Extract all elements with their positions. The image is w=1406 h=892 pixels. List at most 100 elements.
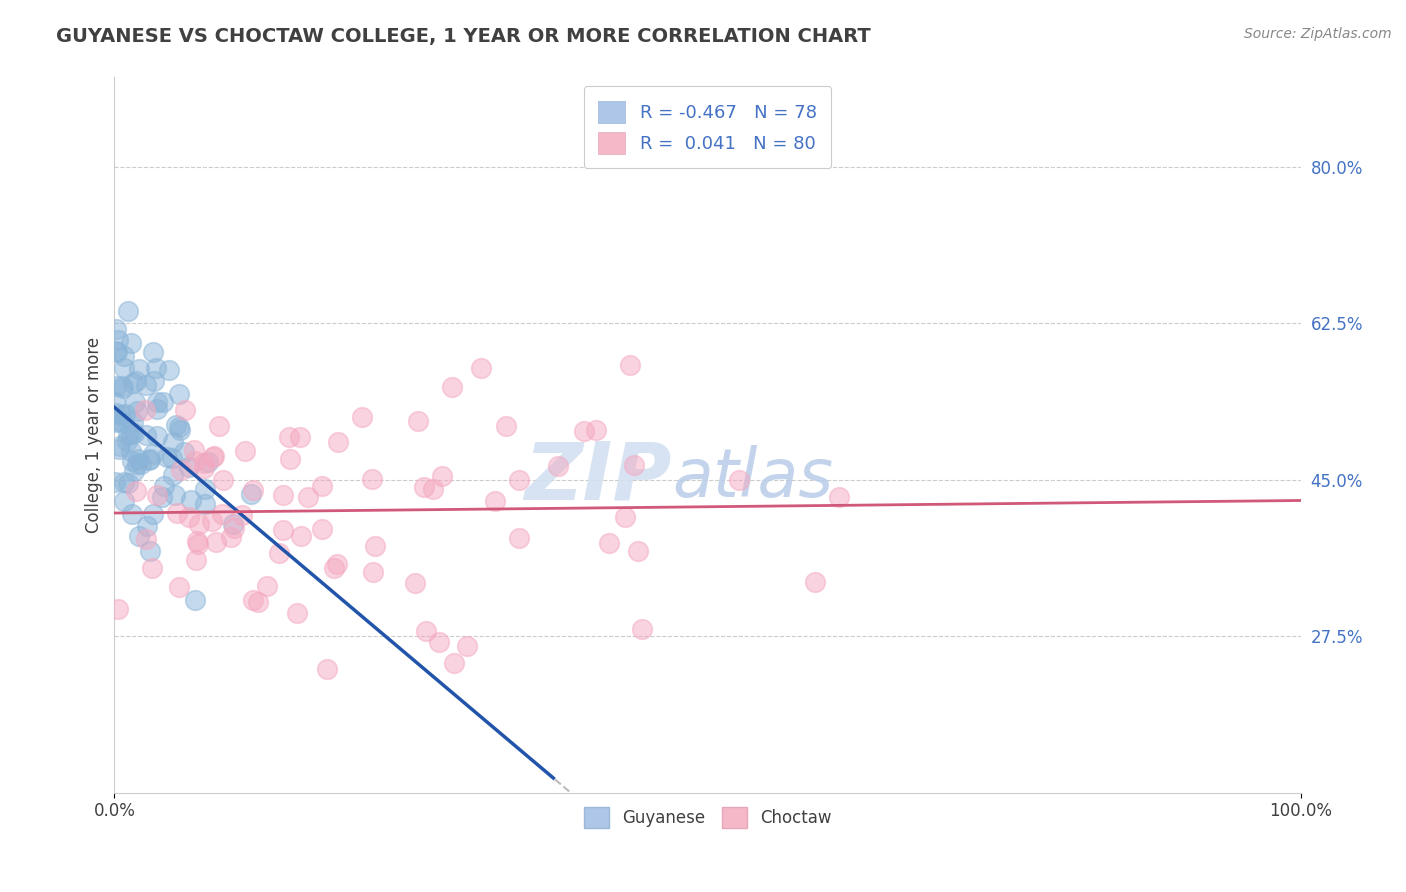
Point (165, 417, 187, 432)
Point (614, 509, 637, 524)
Point (271, 488, 294, 502)
Point (122, 376, 145, 390)
Point (124, 483, 146, 498)
Text: GUYANESE VS CHOCTAW COLLEGE, 1 YEAR OR MORE CORRELATION CHART: GUYANESE VS CHOCTAW COLLEGE, 1 YEAR OR M… (56, 27, 870, 45)
Point (124, 374, 146, 388)
Point (104, 415, 127, 429)
Point (193, 461, 215, 475)
Point (145, 402, 167, 417)
Point (163, 488, 186, 502)
Point (173, 445, 195, 459)
Point (441, 380, 464, 394)
Point (278, 430, 301, 444)
Point (508, 531, 530, 545)
Point (187, 537, 209, 551)
Point (167, 386, 190, 401)
Point (104, 413, 127, 427)
Point (107, 345, 129, 359)
Point (156, 450, 179, 464)
Point (290, 430, 312, 444)
Point (179, 459, 201, 474)
Point (186, 534, 208, 549)
Point (115, 434, 138, 449)
Point (194, 482, 217, 496)
Point (134, 403, 156, 417)
Point (443, 657, 465, 671)
Point (361, 565, 384, 579)
Legend: Guyanese, Choctaw: Guyanese, Choctaw (576, 801, 838, 834)
Point (108, 439, 131, 453)
Point (104, 395, 127, 409)
Point (112, 475, 135, 489)
Point (169, 580, 191, 594)
Point (484, 493, 506, 508)
Point (129, 457, 152, 471)
Point (135, 532, 157, 546)
Point (619, 358, 641, 372)
Point (585, 423, 607, 437)
Point (111, 381, 134, 395)
Point (728, 473, 751, 487)
Point (141, 561, 163, 575)
Point (110, 415, 132, 429)
Point (222, 521, 245, 535)
Point (211, 473, 233, 487)
Point (111, 378, 134, 392)
Point (139, 452, 162, 467)
Point (242, 592, 264, 607)
Point (125, 457, 148, 471)
Point (271, 523, 294, 537)
Point (231, 508, 253, 522)
Point (117, 427, 139, 442)
Point (508, 473, 530, 487)
Point (194, 497, 217, 511)
Point (323, 560, 346, 574)
Point (328, 434, 350, 449)
Point (127, 404, 149, 418)
Point (142, 447, 165, 461)
Point (361, 472, 384, 486)
Point (412, 480, 434, 494)
Y-axis label: College, 1 year or more: College, 1 year or more (86, 337, 103, 533)
Point (630, 622, 652, 636)
Point (112, 349, 135, 363)
Point (184, 553, 207, 567)
Point (150, 490, 173, 504)
Point (208, 418, 231, 433)
Point (233, 444, 256, 458)
Point (193, 456, 215, 470)
Point (112, 493, 135, 508)
Point (107, 333, 129, 347)
Point (120, 335, 142, 350)
Point (572, 425, 595, 439)
Point (598, 536, 620, 550)
Point (117, 475, 139, 490)
Point (177, 509, 200, 524)
Point (162, 435, 184, 450)
Point (184, 593, 207, 607)
Point (623, 458, 645, 472)
Point (145, 361, 167, 376)
Point (121, 507, 143, 521)
Point (139, 544, 162, 558)
Point (127, 452, 149, 467)
Point (211, 508, 233, 522)
Point (222, 517, 245, 532)
Point (117, 304, 139, 318)
Point (180, 492, 202, 507)
Point (110, 408, 132, 422)
Point (627, 544, 650, 558)
Point (242, 483, 264, 497)
Point (470, 360, 492, 375)
Point (364, 539, 387, 553)
Point (197, 455, 219, 469)
Point (415, 624, 437, 638)
Point (152, 394, 174, 409)
Point (427, 634, 450, 648)
Point (104, 344, 127, 359)
Text: atlas: atlas (672, 445, 834, 511)
Point (315, 663, 337, 677)
Point (406, 414, 429, 428)
Point (162, 451, 184, 466)
Point (142, 508, 165, 522)
